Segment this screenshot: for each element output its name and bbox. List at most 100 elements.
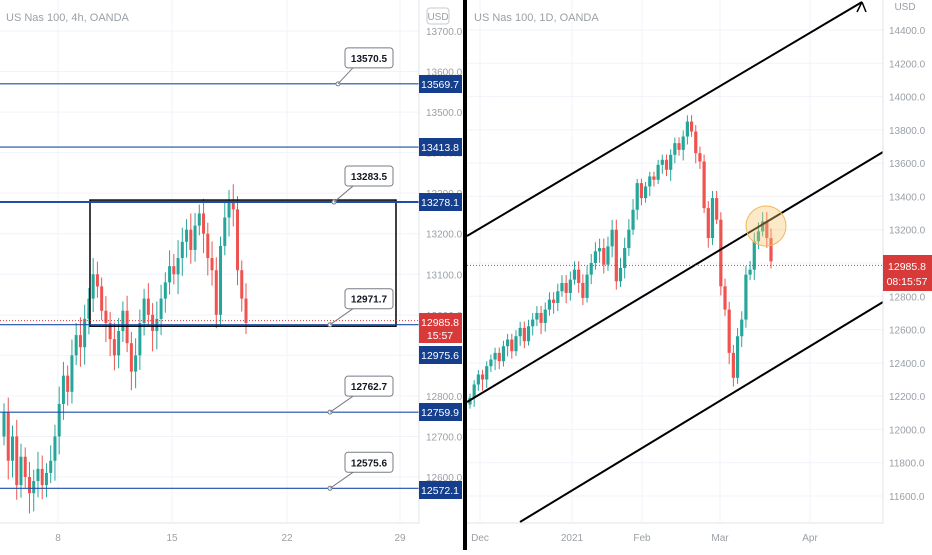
candle-body: [151, 314, 155, 332]
candle-body: [146, 298, 150, 315]
currency-badge[interactable]: [426, 7, 450, 25]
candle-body: [568, 279, 572, 293]
price-tick-label: 12000.0: [889, 425, 926, 436]
price-tick-label: 14000.0: [889, 93, 926, 104]
candle-body: [95, 274, 99, 287]
price-tick-label: 12800.0: [426, 392, 463, 403]
price-tick-label: 12400.0: [889, 359, 926, 370]
candle-body: [514, 336, 518, 352]
candle-body: [163, 282, 167, 299]
candle-body: [193, 225, 197, 250]
channel-line[interactable]: [466, 1, 863, 237]
price-tick-label: 13500.0: [426, 108, 463, 119]
candle-body: [723, 286, 727, 310]
callout-box[interactable]: [344, 288, 394, 310]
candle-body: [752, 241, 756, 270]
channel-line[interactable]: [519, 301, 884, 523]
panel-divider[interactable]: [463, 0, 467, 550]
time-tick-label: Apr: [802, 533, 818, 544]
level-tag-bg: [419, 138, 462, 156]
candle-body: [577, 269, 581, 283]
candle-body: [506, 339, 510, 347]
price-tick-label: 13200.0: [426, 230, 463, 241]
price-tick-label: 11600.0: [889, 492, 925, 503]
right-chart-panel[interactable]: US Nas 100, 1D, OANDA Dec 2021 Feb Mar Apr U…: [466, 0, 932, 544]
candle-body: [735, 336, 740, 378]
candle-body: [673, 143, 677, 155]
callout-pointer: [329, 471, 354, 489]
time-tick-label: 22: [281, 533, 293, 544]
candle-body: [744, 274, 748, 320]
level-tag-bg: [419, 193, 462, 211]
candle-body: [125, 310, 129, 344]
channel-line[interactable]: [466, 151, 884, 403]
candle-body: [639, 183, 644, 199]
right-x-axis: Dec 2021 Feb Mar Apr: [467, 522, 883, 544]
candle-body: [129, 343, 133, 372]
candle-body: [480, 374, 485, 380]
price-tick-label: 13600.0: [426, 68, 463, 79]
candle-body: [497, 352, 501, 362]
candle-body: [610, 229, 614, 247]
candle-body: [23, 456, 27, 477]
callout-box[interactable]: [344, 451, 394, 473]
level-tag-bg: [419, 346, 462, 364]
candle-body: [27, 477, 31, 494]
candle-body: [202, 213, 206, 234]
candle-body: [510, 339, 514, 352]
candle-body: [710, 198, 715, 239]
horizontal-levels[interactable]: [0, 83, 419, 489]
callout-box[interactable]: [344, 165, 394, 187]
price-tick-label: 12800.0: [889, 292, 926, 303]
candle-body: [685, 121, 689, 137]
price-callouts[interactable]: 13570.5 13283.5 12971.7 12762.7 12575.6: [327, 47, 394, 491]
callout-pointer: [329, 395, 354, 413]
callout-box[interactable]: [344, 47, 394, 69]
candle-body: [648, 176, 652, 187]
range-box[interactable]: [89, 199, 397, 327]
candle-body: [15, 436, 19, 486]
candle-body: [240, 270, 244, 299]
candle-body: [593, 251, 598, 263]
candle-body: [189, 229, 193, 250]
candle-body: [652, 176, 656, 180]
candle-body: [180, 241, 184, 259]
candle-body: [677, 143, 681, 150]
candle-body: [57, 404, 61, 437]
candle-body: [206, 233, 210, 259]
currency-label: USD: [427, 12, 448, 23]
candle-body: [539, 312, 543, 323]
candle-body: [560, 282, 564, 292]
callout-box[interactable]: [344, 375, 394, 397]
bar-countdown: 08:15:57: [887, 276, 928, 288]
candle-body: [602, 248, 606, 265]
price-tick-label: 12600.0: [426, 473, 463, 484]
right-grid: [467, 0, 883, 522]
callout-label: 12575.6: [351, 458, 388, 469]
candle-body: [518, 327, 522, 337]
time-tick-label: 8: [55, 533, 61, 544]
candle-body: [134, 355, 138, 372]
candle-body: [2, 412, 6, 437]
highlight-circle[interactable]: [745, 205, 787, 247]
candle-body: [227, 201, 231, 218]
left-chart-panel[interactable]: 13570.5 13283.5 12971.7 12762.7 12575.6 US N…: [0, 0, 463, 544]
candle-body: [748, 269, 752, 275]
price-tick-label: 14200.0: [889, 59, 926, 70]
candle-body: [159, 298, 163, 319]
candle-body: [210, 258, 214, 271]
level-price-tags: 13569.7 13413.8 13278.1 12975.6 12759.9 12572…: [419, 75, 462, 499]
candle-body: [606, 246, 610, 265]
candle-body: [585, 274, 589, 298]
time-tick-label: 15: [166, 533, 178, 544]
candle-body: [19, 456, 23, 486]
candle-body: [522, 327, 526, 342]
candle-body: [656, 164, 660, 180]
candle-body: [493, 352, 497, 360]
candle-body: [572, 269, 577, 280]
level-tag-label: 12975.6: [421, 350, 459, 362]
candle-body: [36, 468, 40, 482]
candle-body: [70, 355, 74, 392]
current-price-tag: 12985.8 08:15:57: [883, 255, 932, 291]
trend-channel[interactable]: [466, 1, 884, 523]
